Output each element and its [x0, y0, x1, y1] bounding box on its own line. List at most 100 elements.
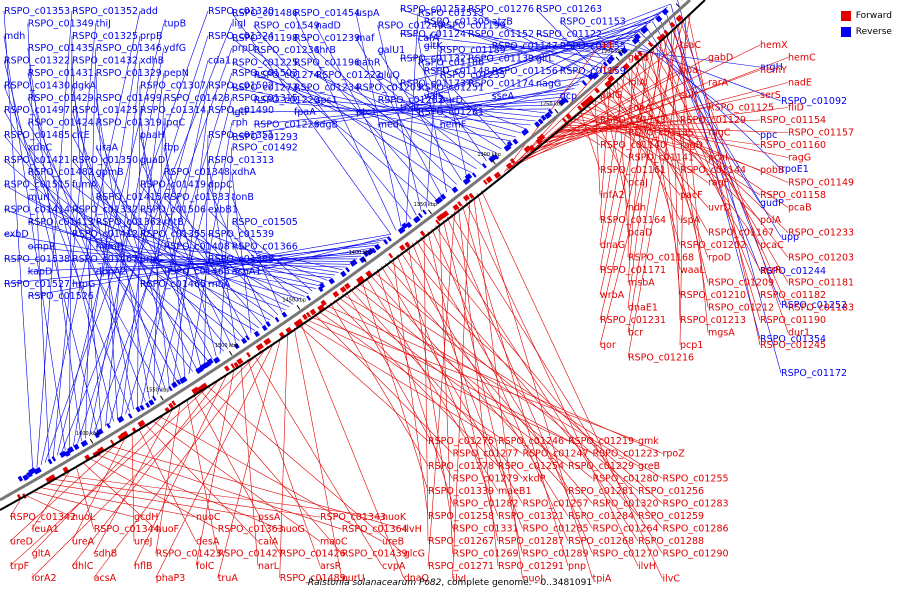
- forward-gene-feature: [298, 318, 304, 325]
- reverse-callout-line: [61, 23, 233, 454]
- forward-callout-line: [318, 310, 523, 454]
- reverse-callout-line: [172, 110, 209, 385]
- reverse-gene-label: RSPO_c01222: [316, 70, 382, 81]
- forward-gene-label: nadE: [788, 78, 812, 89]
- reverse-gene-label: RSPO_c01325: [72, 31, 138, 42]
- reverse-callout-line: [417, 96, 565, 113]
- reverse-callout-line: [467, 33, 614, 56]
- reverse-gene-label: prpC: [140, 254, 163, 265]
- reverse-gene-label: hemF: [440, 120, 467, 131]
- outer-ring-arc: [0, 0, 706, 511]
- reverse-gene-label: RSPO_c01492: [232, 142, 298, 153]
- forward-callout-line: [240, 363, 259, 566]
- reverse-gene-label: RSPO_c01526: [28, 291, 94, 302]
- reverse-callout-line: [417, 37, 447, 193]
- forward-gene-label: RSPO_c01278: [428, 461, 494, 472]
- reverse-gene-label: RSPO_c01408: [164, 242, 230, 253]
- forward-callout-line: [104, 450, 342, 530]
- forward-gene-label: serS: [760, 90, 781, 101]
- forward-gene-label: RSPO_c01164: [600, 215, 666, 226]
- reverse-gene-feature: [274, 316, 280, 323]
- forward-gene-label: RSPO_c01343: [320, 512, 386, 523]
- forward-callout-line: [310, 316, 639, 442]
- reverse-gene-label: RSPO_c01346: [96, 43, 162, 54]
- forward-gene-label: RSPO_c01271: [428, 561, 494, 572]
- forward-gene-label: RSPO_c01259: [638, 511, 704, 522]
- reverse-callout-line: [89, 48, 165, 437]
- reverse-gene-feature: [471, 172, 477, 178]
- reverse-gene-feature: [135, 406, 141, 413]
- reverse-callout-line: [93, 48, 233, 434]
- reverse-gene-feature: [640, 26, 649, 34]
- forward-gene-label: pcaD: [628, 228, 652, 239]
- reverse-callout-line: [491, 9, 665, 97]
- forward-callout-line: [564, 122, 601, 146]
- reverse-gene-feature: [328, 277, 335, 285]
- reverse-gene-label: RSPO_c01236: [254, 45, 320, 56]
- forward-gene-label: ureD: [10, 536, 33, 547]
- reverse-gene-feature: [383, 239, 389, 245]
- forward-gene-feature: [637, 50, 643, 57]
- reverse-gene-label: RSPO_c01199: [440, 20, 506, 31]
- reverse-callout-line: [231, 76, 589, 138]
- reverse-gene-feature: [540, 114, 547, 121]
- forward-gene-label: RSPO_c01286: [663, 524, 729, 535]
- reverse-gene-label: lgtF: [232, 107, 250, 118]
- reverse-gene-feature: [413, 215, 421, 224]
- reverse-gene-label: RSPO_c01305: [424, 16, 490, 27]
- reverse-callout-line: [71, 258, 350, 265]
- forward-gene-feature: [120, 430, 129, 439]
- forward-callout-line: [599, 84, 611, 221]
- forward-gene-label: ppa: [680, 65, 698, 76]
- reverse-gene-label: atzB: [492, 16, 513, 27]
- reverse-callout-line: [535, 34, 638, 59]
- reverse-gene-feature: [606, 58, 612, 65]
- forward-gene-label: nuoG: [280, 524, 305, 535]
- reverse-callout-line: [293, 37, 437, 200]
- forward-gene-label: RSPO_c01270: [593, 549, 659, 560]
- forward-gene-label: hemY: [760, 65, 787, 76]
- reverse-gene-feature: [422, 209, 427, 215]
- reverse-gene-label: RSPO_c01431: [28, 68, 94, 79]
- reverse-callout-line: [670, 3, 761, 340]
- reverse-callout-line: [315, 88, 575, 125]
- forward-gene-label: glcG: [404, 549, 425, 560]
- forward-callout-line: [195, 368, 235, 566]
- reverse-callout-line: [137, 85, 141, 407]
- forward-gene-label: mgsA: [708, 328, 735, 339]
- reverse-callout-line: [77, 35, 209, 444]
- forward-gene-label: RSPO_c01247: [523, 449, 589, 460]
- reverse-gene-label: dppC: [208, 180, 233, 191]
- reverse-gene-feature: [512, 138, 519, 145]
- reverse-gene-label: RSPO_c01274: [254, 70, 320, 81]
- forward-callout-line: [300, 323, 404, 579]
- reverse-gene-feature: [67, 446, 75, 454]
- reverse-gene-feature: [655, 15, 663, 23]
- forward-callout-line: [577, 112, 789, 158]
- forward-gene-feature: [580, 101, 587, 108]
- reverse-gene-label: RSPO_c01319: [96, 118, 162, 129]
- reverse-callout-line: [139, 233, 324, 284]
- forward-gene-label: RSPO_c01245: [760, 340, 826, 351]
- reverse-callout-line: [491, 21, 603, 65]
- reverse-gene-feature: [47, 458, 53, 465]
- reverse-gene-feature: [451, 186, 459, 194]
- reverse-callout-line: [125, 72, 233, 415]
- forward-gene-label: RSPO_c01289: [523, 549, 589, 560]
- forward-gene-feature: [399, 244, 406, 251]
- forward-gene-feature: [468, 192, 475, 199]
- forward-gene-label: ftsK: [600, 65, 619, 76]
- forward-callout-line: [554, 119, 761, 132]
- forward-callout-line: [27, 495, 73, 518]
- reverse-callout-line: [95, 147, 213, 360]
- reverse-gene-feature: [176, 379, 182, 386]
- reverse-gene-feature: [207, 358, 214, 365]
- reverse-gene-label: RSPO_c01261: [418, 107, 484, 118]
- forward-callout-line: [90, 458, 218, 530]
- forward-gene-label: waaL: [680, 265, 705, 276]
- forward-gene-label: pcaB: [788, 203, 812, 214]
- reverse-gene-label: rph: [232, 118, 248, 129]
- reverse-gene-feature: [547, 108, 554, 115]
- reverse-gene-label: RSPO_c01425: [72, 105, 138, 116]
